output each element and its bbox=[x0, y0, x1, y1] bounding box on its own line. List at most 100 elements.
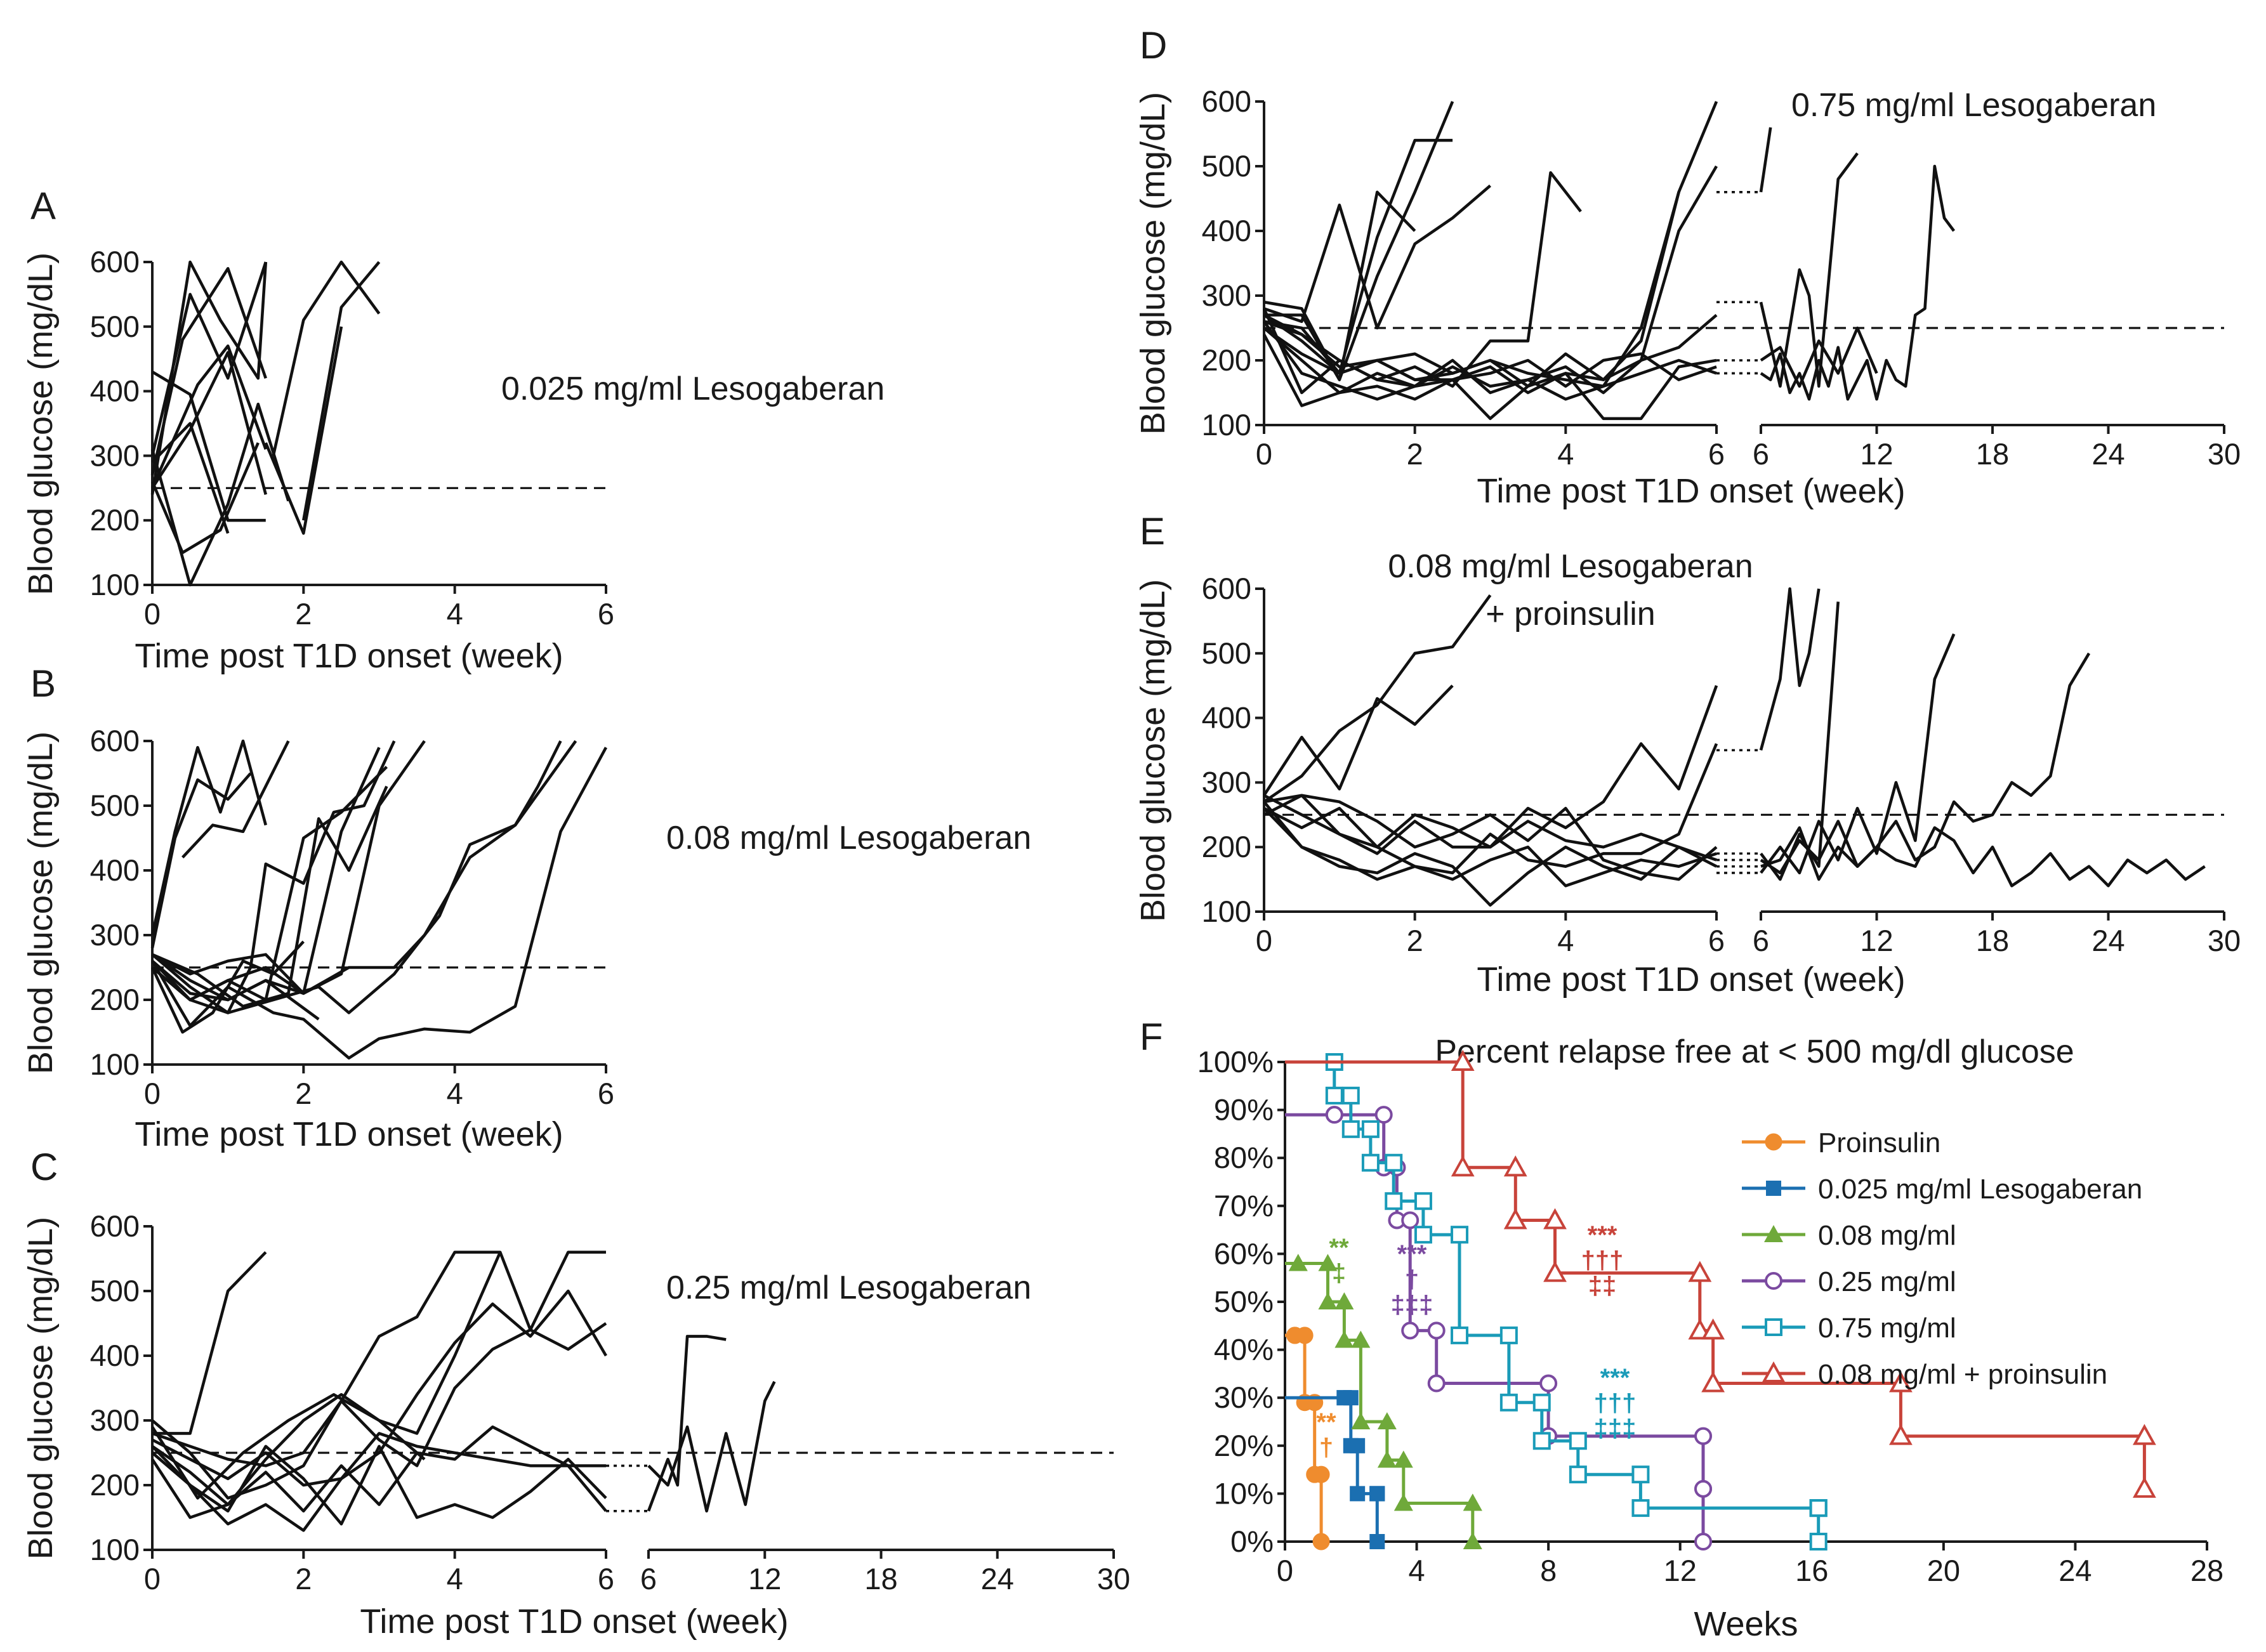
data-point bbox=[1532, 1393, 1551, 1412]
plot-title: Percent relapse free at < 500 mg/dl gluc… bbox=[1435, 1033, 2074, 1070]
data-point bbox=[1312, 1465, 1330, 1483]
data-point bbox=[1369, 1486, 1385, 1502]
x-tick-label: 20 bbox=[1927, 1554, 1960, 1587]
significance-mark: ** bbox=[1316, 1408, 1336, 1436]
glucose-trace bbox=[152, 1251, 267, 1435]
x-tick-label-late: 30 bbox=[1097, 1562, 1130, 1596]
data-point bbox=[1351, 1330, 1371, 1348]
panel-letter: E bbox=[1140, 510, 1165, 553]
data-point bbox=[1427, 1374, 1446, 1393]
data-point bbox=[1414, 1192, 1432, 1210]
data-point bbox=[1312, 1533, 1330, 1550]
x-axis-label: Time post T1D onset (week) bbox=[1477, 472, 1905, 510]
glucose-trace-late bbox=[1760, 633, 1956, 875]
x-tick-label: 4 bbox=[1557, 437, 1574, 471]
x-axis-label: Time post T1D onset (week) bbox=[360, 1603, 788, 1641]
x-tick-label: 24 bbox=[2059, 1554, 2091, 1587]
x-tick-label: 2 bbox=[295, 1562, 312, 1596]
treatment-sublabel: + proinsulin bbox=[1485, 596, 1655, 633]
data-point bbox=[1499, 1326, 1518, 1344]
glucose-trace bbox=[1263, 685, 1454, 797]
glucose-trace bbox=[151, 740, 562, 995]
y-tick-label: 600 bbox=[1202, 84, 1251, 118]
data-point bbox=[1451, 1226, 1469, 1244]
glucose-trace bbox=[151, 1445, 607, 1526]
glucose-trace bbox=[1263, 138, 1453, 375]
data-point bbox=[1539, 1374, 1558, 1393]
data-point bbox=[1532, 1432, 1551, 1450]
x-tick-label: 12 bbox=[1664, 1554, 1697, 1587]
y-tick-label: 600 bbox=[90, 1209, 140, 1243]
data-point bbox=[1765, 1272, 1782, 1290]
data-point bbox=[1765, 1318, 1782, 1336]
x-tick-label: 28 bbox=[2190, 1554, 2223, 1587]
data-point bbox=[1325, 1086, 1343, 1105]
data-point bbox=[1374, 1106, 1393, 1124]
glucose-trace bbox=[1263, 184, 1491, 330]
data-point bbox=[1377, 1412, 1397, 1429]
x-tick-label: 0 bbox=[144, 1077, 161, 1110]
glucose-trace bbox=[150, 940, 305, 1034]
y-tick-label: 400 bbox=[90, 1339, 140, 1372]
data-point bbox=[1694, 1479, 1713, 1498]
x-tick-label: 2 bbox=[1407, 437, 1423, 471]
y-axis-label: Blood glucose (mg/dL) bbox=[22, 1217, 60, 1559]
data-point bbox=[1334, 1292, 1354, 1309]
glucose-trace bbox=[1263, 807, 1717, 907]
glucose-trace bbox=[151, 766, 388, 1002]
legend-label: 0.025 mg/ml Lesogaberan bbox=[1818, 1174, 2142, 1205]
legend-label: 0.25 mg/ml bbox=[1818, 1266, 1956, 1297]
glucose-trace bbox=[151, 370, 266, 522]
data-point bbox=[1393, 1450, 1413, 1468]
data-point bbox=[1631, 1465, 1650, 1484]
km-series bbox=[1285, 1049, 2156, 1498]
x-tick-label: 6 bbox=[598, 1077, 614, 1110]
x-tick-label-late: 30 bbox=[2208, 437, 2241, 471]
data-point bbox=[1343, 1390, 1359, 1406]
y-axis-label: Blood glucose (mg/dL) bbox=[1134, 579, 1172, 922]
y-tick-label: 200 bbox=[90, 1468, 140, 1502]
treatment-label: 0.08 mg/ml Lesogaberan bbox=[666, 820, 1031, 856]
data-point bbox=[1809, 1499, 1828, 1518]
x-tick-label-late: 30 bbox=[2208, 924, 2241, 957]
glucose-trace-late bbox=[1759, 127, 1772, 193]
x-axis-label: Time post T1D onset (week) bbox=[135, 637, 563, 675]
x-tick-label-late: 24 bbox=[2091, 924, 2124, 957]
x-tick-label: 2 bbox=[295, 597, 312, 631]
significance-mark: ** bbox=[1329, 1234, 1349, 1262]
y-tick-label: 600 bbox=[90, 245, 140, 279]
glucose-trace bbox=[1263, 801, 1717, 888]
data-point bbox=[1765, 1133, 1782, 1151]
data-point bbox=[1701, 1371, 1725, 1393]
data-point bbox=[1764, 1225, 1783, 1242]
significance-mark: *** bbox=[1397, 1240, 1427, 1268]
glucose-trace bbox=[150, 772, 252, 948]
data-point bbox=[1351, 1412, 1371, 1429]
x-tick-label-late: 24 bbox=[2091, 437, 2124, 471]
km-series bbox=[1285, 1254, 1482, 1549]
y-tick-label: 300 bbox=[1202, 765, 1251, 799]
y-tick-label: 500 bbox=[90, 310, 140, 343]
y-tick-label: 300 bbox=[90, 918, 140, 952]
data-point bbox=[1393, 1493, 1413, 1511]
legend-label: 0.08 mg/ml + proinsulin bbox=[1818, 1359, 2107, 1390]
significance-mark: ‡‡‡ bbox=[1594, 1415, 1637, 1443]
legend-label: Proinsulin bbox=[1818, 1127, 1940, 1158]
significance-mark: *** bbox=[1600, 1364, 1630, 1392]
panel-b: B 100 200 300 400 500 600 0 2 4 6 Blood glucose (mg… bbox=[22, 662, 1031, 1153]
y-tick-label: 300 bbox=[90, 438, 140, 472]
glucose-trace bbox=[1264, 101, 1454, 381]
glucose-trace bbox=[181, 740, 290, 859]
data-point bbox=[1296, 1327, 1314, 1344]
glucose-trace bbox=[264, 326, 343, 535]
x-tick-label: 0 bbox=[1256, 437, 1272, 471]
x-tick-label: 0 bbox=[1277, 1554, 1293, 1587]
data-point bbox=[1451, 1155, 1475, 1177]
data-point bbox=[1888, 1371, 1913, 1393]
y-tick-label: 40% bbox=[1214, 1333, 1274, 1367]
x-tick-label: 4 bbox=[447, 1077, 463, 1110]
km-series bbox=[1285, 1327, 1330, 1550]
